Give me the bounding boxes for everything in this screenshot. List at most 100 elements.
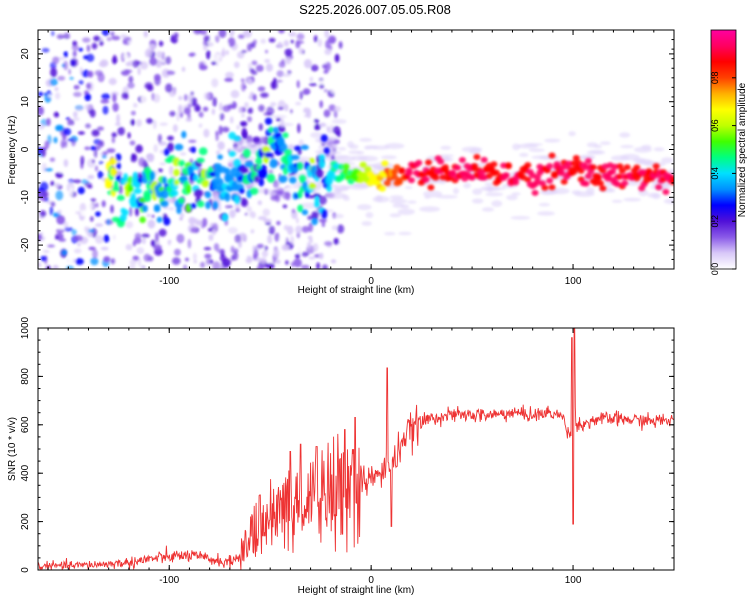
spectrogram-noise-blob xyxy=(277,124,286,133)
spectrogram-noise-blob xyxy=(174,248,181,256)
spectrogram-noise-blob xyxy=(193,30,202,35)
spectrogram-noise-blob xyxy=(240,82,246,92)
spectrogram-ridge-cell xyxy=(633,164,641,171)
spectrogram-noise-blob xyxy=(273,77,277,83)
spectrogram-halo xyxy=(510,216,531,220)
spectrogram-ridge-cell xyxy=(480,156,488,163)
spectrogram-x-tick-label: 0 xyxy=(368,276,374,287)
spectrogram-ridge-cell xyxy=(241,127,247,137)
spectrogram-noise-blob xyxy=(165,83,173,93)
spectrogram-halo xyxy=(486,185,494,193)
spectrogram-noise-blob xyxy=(98,61,107,68)
spectrogram-noise-blob xyxy=(214,35,220,43)
spectrogram-noise-blob xyxy=(60,140,65,150)
spectrogram-ridge-cell xyxy=(471,163,478,169)
spectrogram-noise-blob xyxy=(230,245,235,254)
spectrogram-noise-blob xyxy=(253,39,257,45)
spectrogram-noise-blob xyxy=(288,173,293,177)
spectrogram-ridge-cell xyxy=(309,157,316,164)
spectrogram-ridge-cell xyxy=(272,126,279,134)
spectrogram-noise-blob xyxy=(111,230,117,240)
spectrogram-ridge-cell xyxy=(432,174,440,181)
spectrogram-ridge-cell xyxy=(284,149,292,156)
spectrogram-halo xyxy=(338,147,347,151)
spectrogram-noise-blob xyxy=(251,60,258,66)
spectrogram-noise-blob xyxy=(309,83,317,87)
spectrogram-noise-blob xyxy=(40,118,49,127)
spectrogram-noise-blob xyxy=(331,225,338,231)
colorbar-ticks: 0.0 0.2 0.4 0.6 0.8 xyxy=(710,72,736,275)
spectrogram-noise-blob xyxy=(302,88,311,96)
spectrogram-noise-blob xyxy=(261,250,269,258)
spectrogram-noise-blob xyxy=(259,257,267,264)
spectrogram-halo xyxy=(661,157,674,164)
spectrogram-halo xyxy=(359,138,372,142)
spectrogram-noise-blob xyxy=(38,146,43,156)
spectrogram-noise-blob xyxy=(82,37,91,43)
spectrogram-noise-blob xyxy=(143,30,148,38)
spectrogram-halo xyxy=(369,145,390,150)
spectrogram-noise-blob xyxy=(251,70,258,76)
spectrogram-noise-blob xyxy=(318,218,328,223)
spectrogram-halo xyxy=(351,183,369,187)
spectrogram-noise-blob xyxy=(220,98,227,105)
spectrogram-ridge-cell xyxy=(315,168,324,179)
spectrogram-noise-blob xyxy=(152,103,159,109)
spectrogram-halo xyxy=(491,200,503,208)
spectrogram-noise-blob xyxy=(167,207,175,211)
snr-y-tick-label: 800 xyxy=(20,368,31,385)
spectrogram-ridge-cell xyxy=(258,178,265,187)
spectrogram-ridge-cell xyxy=(490,161,498,168)
spectrogram-noise-blob xyxy=(255,64,264,72)
spectrogram-noise-blob xyxy=(260,92,269,98)
spectrogram-ridge-cell xyxy=(297,204,303,213)
spectrogram-noise-blob xyxy=(202,106,209,112)
spectrogram-noise-blob xyxy=(236,51,245,59)
spectrogram-ridge-cell xyxy=(473,154,481,160)
spectrogram-noise-blob xyxy=(93,138,102,145)
spectrogram-ridge-cell xyxy=(242,148,251,158)
spectrogram-noise-blob xyxy=(42,250,50,253)
spectrogram-noise-blob xyxy=(323,89,328,93)
spectrogram-noise-blob xyxy=(103,234,110,243)
spectrogram-ridge-cell xyxy=(204,191,212,199)
spectrogram-noise-blob xyxy=(142,237,146,245)
spectrogram-noise-blob xyxy=(198,111,204,118)
spectrogram-noise-blob xyxy=(273,248,280,258)
spectrogram-halo xyxy=(348,150,362,155)
spectrogram-noise-blob xyxy=(149,57,158,66)
spectrogram-halo xyxy=(389,213,402,218)
spectrogram-ridge-cell xyxy=(197,200,205,208)
snr-y-tick-label: 200 xyxy=(20,513,31,530)
spectrogram-ridge-cell xyxy=(589,164,597,171)
spectrogram-noise-blob xyxy=(149,206,154,211)
spectrogram-noise-blob xyxy=(97,126,104,131)
spectrogram-noise-blob xyxy=(303,59,312,69)
snr-x-tick-label: -100 xyxy=(159,575,179,586)
spectrogram-noise-blob xyxy=(108,77,117,86)
spectrogram-noise-blob xyxy=(204,253,212,259)
spectrogram-noise-blob xyxy=(295,225,303,234)
spectrogram-noise-blob xyxy=(309,76,314,82)
spectrogram-noise-blob xyxy=(140,61,149,70)
spectrogram-halo xyxy=(538,203,551,207)
spectrogram-noise-blob xyxy=(318,252,324,260)
spectrogram-ridge-cell xyxy=(594,173,602,180)
spectrogram-noise-blob xyxy=(298,47,304,55)
spectrogram-ridge-cell xyxy=(441,164,449,171)
spectrogram-noise-blob xyxy=(94,70,103,76)
spectrogram-ridge-cell xyxy=(584,158,592,164)
spectrogram-noise-blob xyxy=(265,49,268,54)
spectrogram-noise-blob xyxy=(263,135,270,146)
spectrogram-noise-blob xyxy=(152,119,157,130)
spectrogram-noise-blob xyxy=(54,236,60,240)
spectrogram-ridge-cell xyxy=(512,179,520,186)
spectrogram-ridge-cell xyxy=(240,167,249,174)
spectrogram-ridge-cell xyxy=(269,158,278,169)
spectrogram-halo xyxy=(528,148,545,152)
spectrogram-noise-blob xyxy=(260,136,265,144)
spectrogram-noise-blob xyxy=(219,113,225,121)
spectrogram-ridge-cell xyxy=(321,209,328,219)
spectrogram-noise-blob xyxy=(183,107,191,115)
